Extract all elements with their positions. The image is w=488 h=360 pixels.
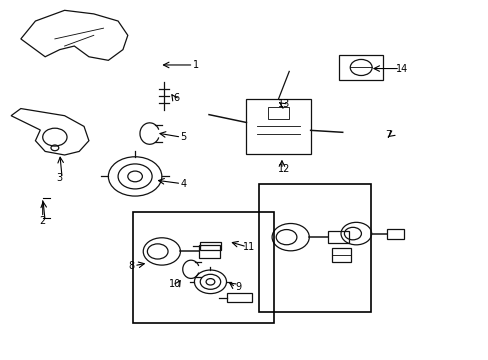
Text: 7: 7 xyxy=(384,130,390,140)
Bar xyxy=(339,55,382,80)
Text: 4: 4 xyxy=(180,179,186,189)
Text: 11: 11 xyxy=(243,242,255,252)
Text: 2: 2 xyxy=(40,216,46,226)
Text: 10: 10 xyxy=(169,279,181,289)
Text: 8: 8 xyxy=(128,261,135,271)
Text: 3: 3 xyxy=(57,173,62,183)
Bar xyxy=(259,184,370,312)
Text: 12: 12 xyxy=(278,164,290,174)
Bar xyxy=(200,242,220,250)
Text: 13: 13 xyxy=(278,99,290,109)
Text: 6: 6 xyxy=(173,93,179,103)
Text: 1: 1 xyxy=(192,60,199,70)
Bar xyxy=(199,246,219,257)
Bar xyxy=(327,231,348,243)
Bar xyxy=(267,107,288,118)
Text: 14: 14 xyxy=(396,64,408,73)
Bar xyxy=(331,248,351,262)
Text: 9: 9 xyxy=(235,282,241,292)
Bar xyxy=(246,99,310,154)
Bar xyxy=(132,212,273,323)
Bar xyxy=(386,229,403,239)
Bar xyxy=(227,293,251,302)
Text: 5: 5 xyxy=(180,132,186,142)
